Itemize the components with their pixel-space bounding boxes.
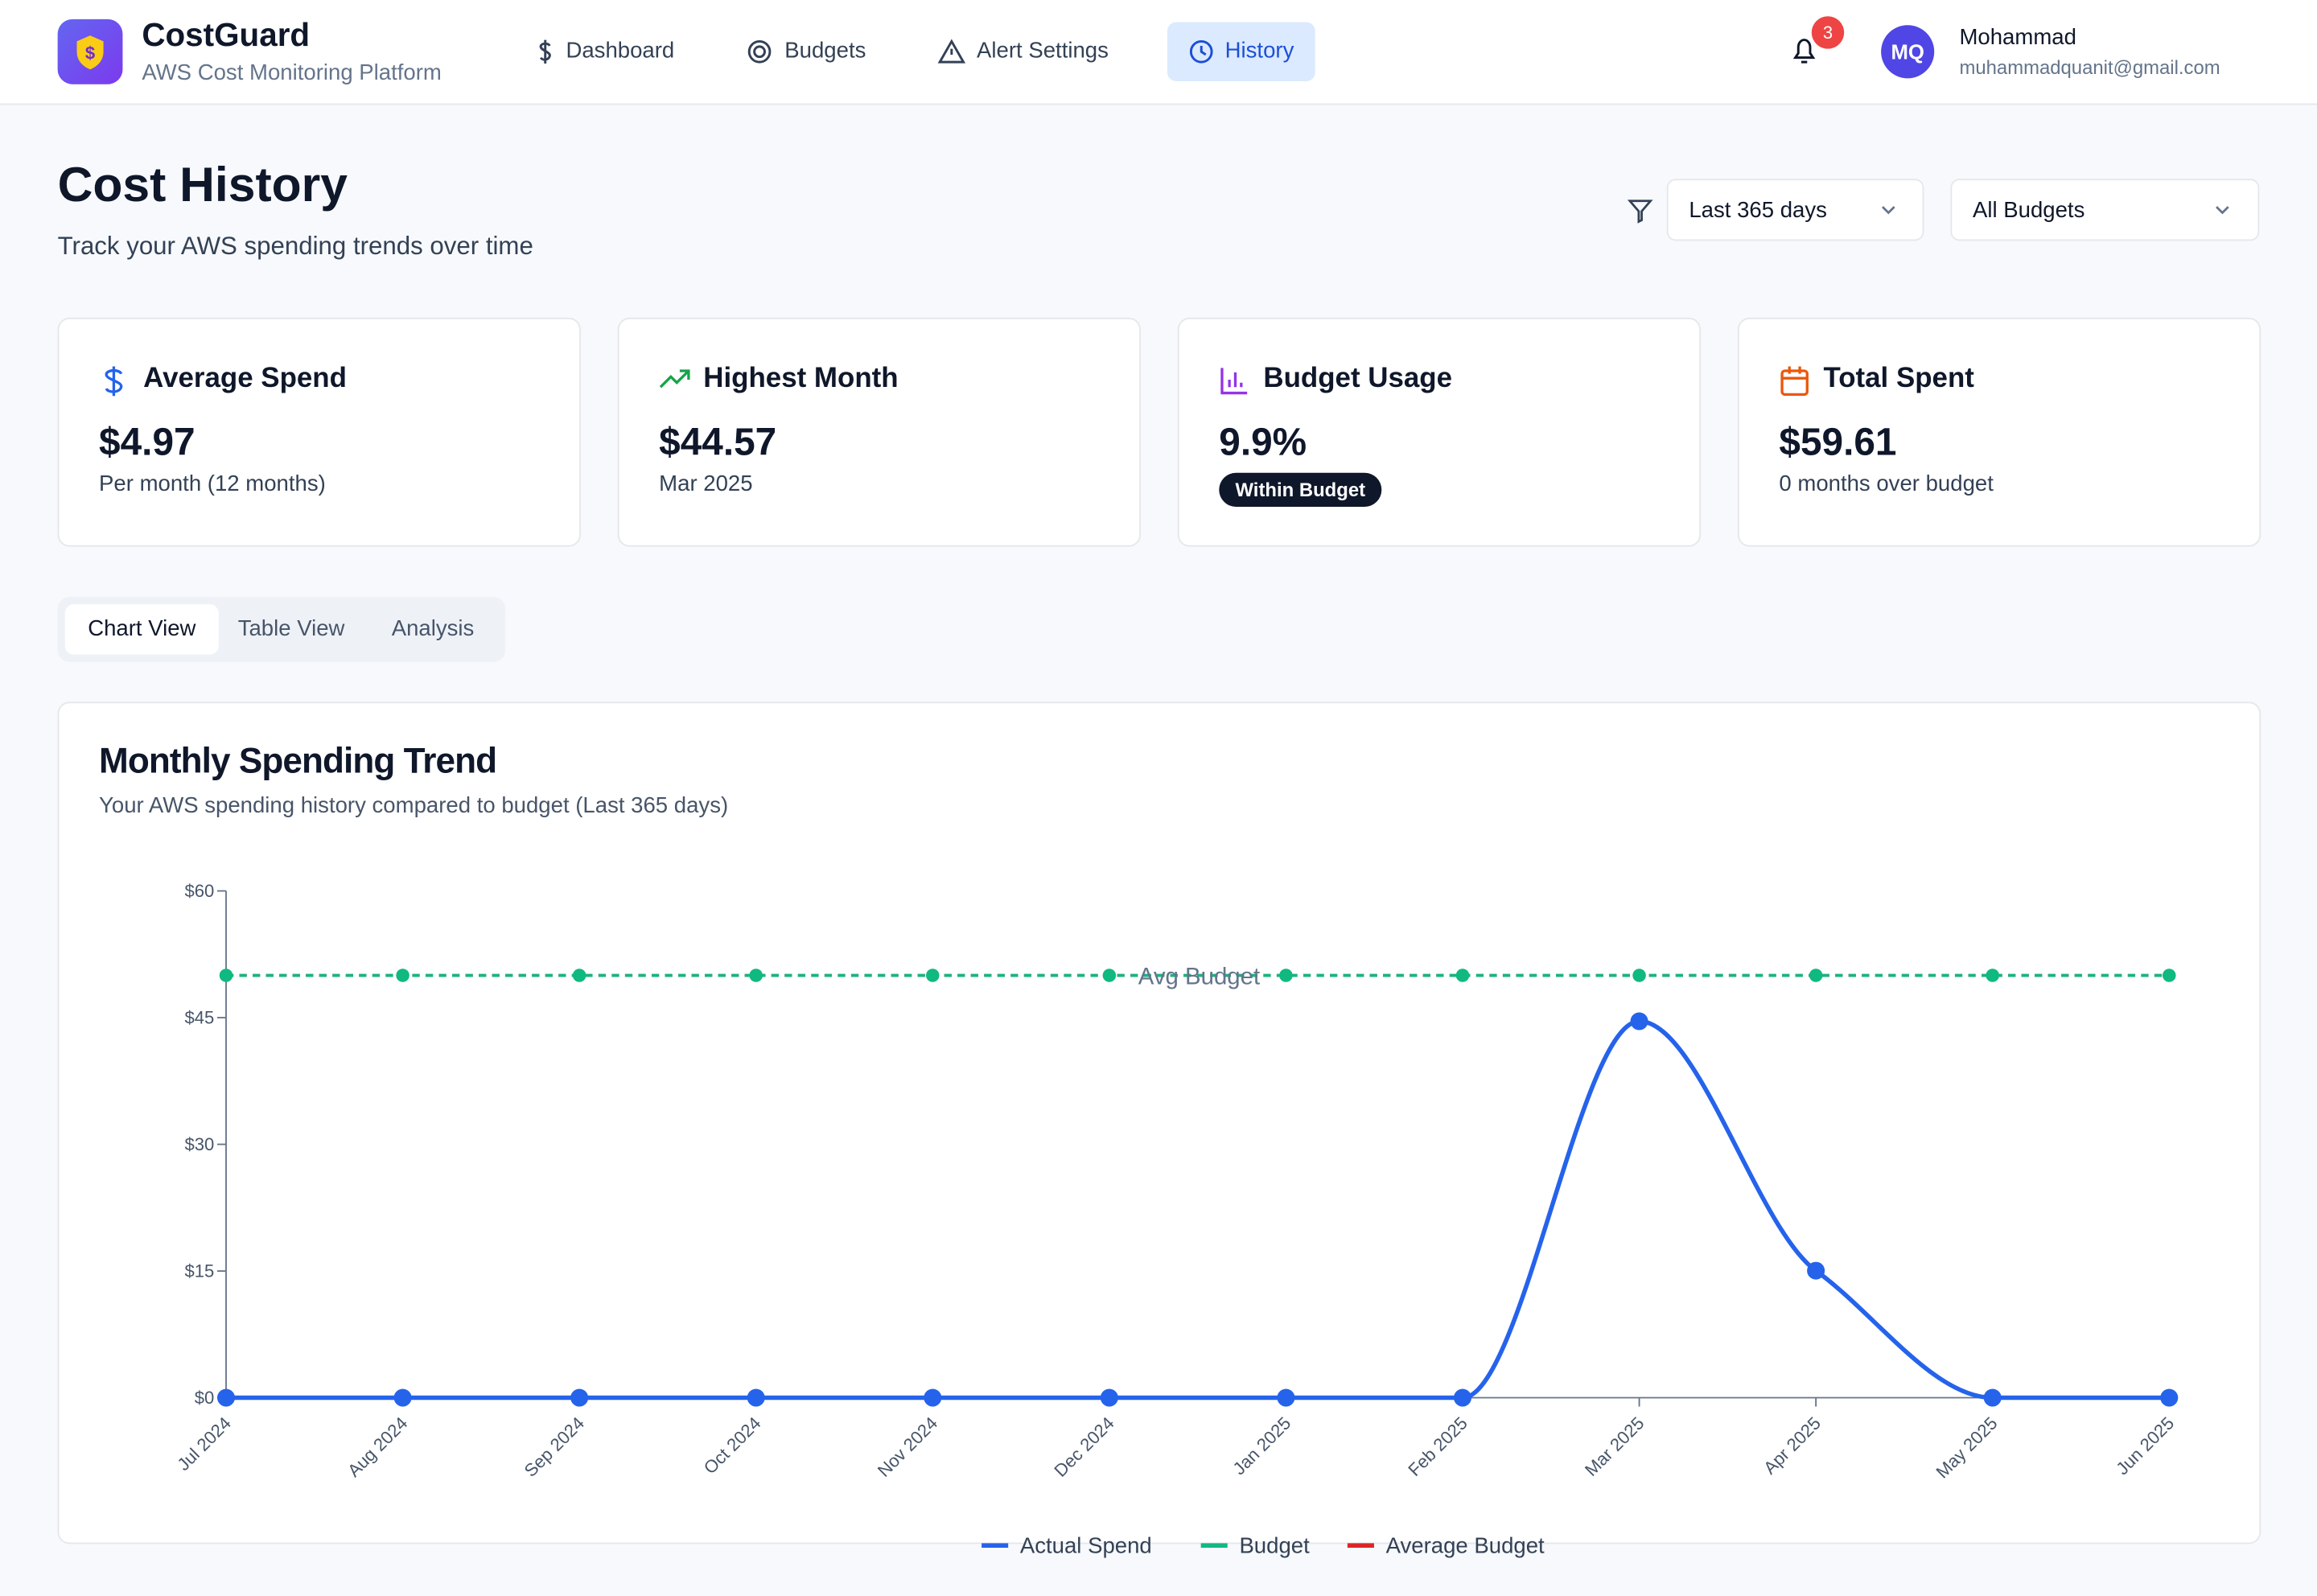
data-point — [1807, 1261, 1825, 1280]
page-title: Cost History — [57, 156, 348, 212]
legend-label: Actual Spend — [1020, 1532, 1152, 1557]
header: $ CostGuard AWS Cost Monitoring Platform… — [0, 0, 2317, 105]
x-tick-label: Jan 2025 — [1229, 1413, 1295, 1479]
chevrons — [1881, 206, 2229, 215]
stat-title: Budget Usage — [1263, 363, 1453, 395]
tabs: Chart View Table View Analysis — [57, 597, 506, 662]
data-point — [924, 1388, 942, 1407]
x-tick-label: Dec 2024 — [1050, 1413, 1117, 1480]
chart-title: Monthly Spending Trend — [99, 742, 497, 782]
nav-item[interactable]: Alert Settings — [977, 38, 1109, 64]
avatar[interactable]: MQ — [1881, 25, 1935, 79]
stat-value: $59.61 — [1779, 419, 1897, 464]
data-point — [1100, 1388, 1118, 1407]
y-tick-label: $15 — [185, 1261, 215, 1281]
data-point — [926, 969, 940, 982]
series-line — [226, 1018, 2170, 1401]
y-tick-label: $60 — [185, 881, 215, 901]
stat-value: $44.57 — [659, 419, 777, 464]
notification-badge: 3 — [1811, 16, 1845, 49]
svg-text:$: $ — [85, 43, 95, 63]
period-select[interactable]: Last 365 days — [1666, 179, 1924, 241]
logo: $ — [57, 19, 123, 84]
page-subtitle: Track your AWS spending trends over time — [57, 232, 533, 261]
x-tick-label: Nov 2024 — [874, 1413, 941, 1480]
stat-card: Highest Month $44.57 Mar 2025 — [617, 317, 1141, 547]
stat-note: 0 months over budget — [1779, 471, 1994, 497]
stat-card: Total Spent $59.61 0 months over budget — [1737, 317, 2261, 547]
nav-item[interactable]: Dashboard — [566, 38, 675, 64]
nav-item[interactable]: History — [1167, 22, 1315, 82]
x-tick-label: Jul 2024 — [173, 1413, 235, 1475]
budget-select[interactable]: All Budgets — [1950, 179, 2260, 241]
data-point — [396, 969, 409, 982]
x-tick-label: Apr 2025 — [1759, 1413, 1825, 1478]
stat-title: Highest Month — [703, 363, 899, 395]
stat-title: Average Spend — [143, 363, 347, 395]
status-badge: Within Budget — [1219, 472, 1382, 507]
tab[interactable]: Chart View — [64, 604, 219, 655]
legend-label: Budget — [1239, 1532, 1310, 1557]
stat-card: Budget Usage 9.9% Within Budget — [1177, 317, 1702, 547]
chart-card: Monthly Spending Trend Your AWS spending… — [57, 701, 2261, 1545]
y-tick-label: $30 — [185, 1134, 215, 1154]
stat-icon — [105, 366, 123, 397]
stat-value: 9.9% — [1219, 419, 1307, 464]
data-point — [1453, 1388, 1472, 1407]
data-point — [570, 1388, 589, 1407]
nav-item[interactable]: Budgets — [784, 38, 866, 64]
annotation: Avg Budget — [1138, 964, 1260, 990]
data-point — [216, 1388, 236, 1407]
data-point — [2160, 1388, 2179, 1407]
data-point — [1983, 1388, 2002, 1407]
bell-icon[interactable] — [1789, 35, 1819, 68]
chart-subtitle: Your AWS spending history compared to bu… — [99, 793, 729, 819]
x-tick-label: Aug 2024 — [344, 1413, 411, 1480]
stat-card: Average Spend $4.97 Per month (12 months) — [57, 317, 581, 547]
data-point — [1630, 1012, 1648, 1030]
user-name: Mohammad — [1959, 25, 2076, 51]
x-tick-label: Mar 2025 — [1581, 1413, 1648, 1479]
tab[interactable]: Table View — [237, 615, 345, 642]
x-tick-label: Jun 2025 — [2112, 1413, 2178, 1479]
y-tick-label: $45 — [185, 1007, 215, 1027]
data-point — [1632, 969, 1646, 982]
stat-icon — [1780, 366, 1809, 397]
y-tick-label: $0 — [195, 1388, 215, 1408]
history-icon — [1189, 39, 1213, 64]
data-point — [572, 969, 586, 982]
data-point — [2163, 969, 2176, 982]
x-tick-label: Sep 2024 — [521, 1413, 588, 1480]
filter-icon — [1627, 200, 1653, 224]
stat-title: Total Spent — [1823, 363, 1974, 395]
data-point — [749, 969, 763, 982]
stat-note: Per month (12 months) — [99, 471, 326, 497]
nav-icons — [539, 39, 966, 64]
logo-icon: $ — [76, 35, 104, 70]
brand: CostGuard — [142, 16, 311, 54]
data-point — [1809, 969, 1823, 982]
data-point — [393, 1388, 412, 1407]
stat-icon — [1220, 368, 1248, 395]
data-point — [1455, 969, 1470, 982]
stat-value: $4.97 — [99, 419, 195, 464]
data-point — [1986, 969, 1999, 982]
data-point — [1102, 969, 1117, 982]
x-tick-label: May 2025 — [1932, 1413, 2001, 1482]
data-point — [1279, 969, 1293, 982]
x-tick-label: Oct 2024 — [700, 1413, 765, 1478]
user-email: muhammadquanit@gmail.com — [1959, 56, 2220, 79]
legend-label: Average Budget — [1386, 1532, 1545, 1557]
x-tick-label: Feb 2025 — [1404, 1413, 1471, 1480]
data-point — [219, 969, 233, 982]
data-point — [1277, 1388, 1295, 1407]
tab[interactable]: Analysis — [391, 615, 475, 642]
stat-note: Mar 2025 — [659, 471, 753, 497]
stat-icon — [659, 369, 690, 389]
tagline: AWS Cost Monitoring Platform — [142, 60, 442, 86]
data-point — [747, 1388, 765, 1407]
